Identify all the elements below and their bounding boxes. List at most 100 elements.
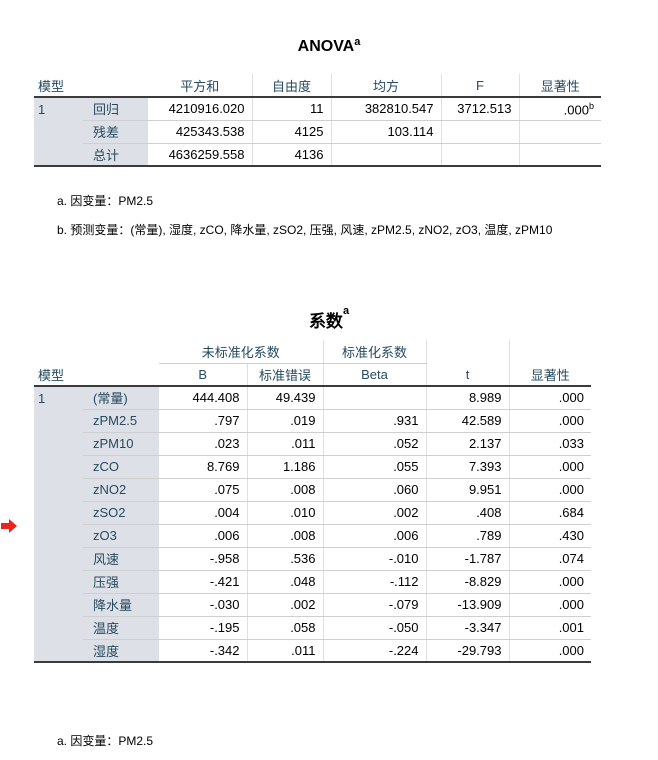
row-label: zCO [83,455,159,479]
row-label: 湿度 [83,639,159,663]
header-ss: 平方和 [148,74,252,98]
coefficients-table: 未标准化系数 标准化系数 模型 B 标准错误 Beta t 显著性 1 (常量) 4… [34,340,591,663]
cell-t: 8.989 [425,386,509,410]
row-label: zSO2 [83,501,159,525]
table-row: zO3.006.008.006.789.430 [34,524,591,548]
cell-se: .011 [246,639,323,663]
cell-beta: -.079 [322,593,426,617]
row-label: zPM10 [83,432,159,456]
cell-beta: .055 [322,455,426,479]
header-t: t [425,363,509,387]
table-row: 风速 -.958.536 -.010 -1.787.074 [34,547,591,571]
cell-sig: .033 [508,432,591,456]
cell-ms: 103.114 [330,120,441,144]
table-row: 1 (常量) 444.408 49.439 8.989.000 [34,386,591,663]
cell-t: 9.951 [425,478,509,502]
header-beta: Beta [322,363,426,387]
cell-df: 4136 [251,143,331,167]
cell-se: 49.439 [246,386,323,410]
anova-footnote-b: b. 预测变量：(常量), 湿度, zCO, 降水量, zSO2, 压强, 风速… [57,223,553,237]
cell-sig [518,143,601,167]
coef-header-row-2: 模型 B 标准错误 Beta t 显著性 [34,363,591,387]
header-b: B [159,363,247,387]
cell-b: .006 [159,524,247,548]
arrow-right-icon [1,519,17,533]
coefficients-footnote-a: a. 因变量：PM2.5 [57,734,154,748]
header-sig: 显著性 [508,363,591,387]
cell-b: -.958 [159,547,247,571]
cell-se: .536 [246,547,323,571]
coef-header-row-1: 未标准化系数 标准化系数 [34,340,591,364]
header-standardized: 标准化系数 [322,340,426,364]
cell-t: 2.137 [425,432,509,456]
cell-beta: .052 [322,432,426,456]
table-row: 湿度 -.342.011 -.224 -29.793.000 [34,639,591,663]
model-number: 1 [34,97,83,167]
cell-sig: .000 [508,409,591,433]
anova-title: ANOVAa [297,36,361,55]
cell-se: .011 [246,432,323,456]
header-f: F [440,74,519,98]
header-ms: 均方 [330,74,441,98]
anova-header-row: 模型 平方和 自由度 均方 F 显著性 [34,74,601,98]
cell-beta [322,386,426,410]
cell-beta: -.112 [322,570,426,594]
cell-t: -8.829 [425,570,509,594]
header-sig: 显著性 [518,74,601,98]
cell-beta: .006 [322,524,426,548]
cell-b: .004 [159,501,247,525]
row-label: zPM2.5 [83,409,159,433]
row-label: 降水量 [83,593,159,617]
cell-se: .010 [246,501,323,525]
cell-b: 444.408 [159,386,247,410]
cell-t: -29.793 [425,639,509,663]
row-label: zO3 [83,524,159,548]
cell-sig [518,120,601,144]
cell-beta: -.010 [322,547,426,571]
cell-b: -.342 [159,639,247,663]
cell-t: .789 [425,524,509,548]
cell-ss: 425343.538 [148,120,252,144]
cell-sig: .001 [508,616,591,640]
row-label: 回归 [83,97,148,121]
cell-sig: .000 [508,593,591,617]
cell-se: .008 [246,524,323,548]
cell-b: .023 [159,432,247,456]
row-label: 总计 [83,143,148,167]
cell-t: -13.909 [425,593,509,617]
cell-sig: .000 [508,478,591,502]
table-row: 残差 425343.538 4125 103.114 [34,120,601,144]
cell-sig: .000b [518,97,601,121]
cell-t: 42.589 [425,409,509,433]
anova-footnote-a: a. 因变量：PM2.5 [57,194,154,208]
cell-f [440,120,519,144]
cell-t: 7.393 [425,455,509,479]
table-row: 温度 -.195.058 -.050 -3.347.001 [34,616,591,640]
cell-t: .408 [425,501,509,525]
cell-ms: 382810.547 [330,97,441,121]
row-label: 残差 [83,120,148,144]
cell-b: -.421 [159,570,247,594]
table-row: zCO 8.769 1.186.055 7.393.000 [34,455,591,479]
cell-b: -.195 [159,616,247,640]
cell-sig: .000 [508,386,591,410]
cell-df: 4125 [251,120,331,144]
anova-table: 模型 平方和 自由度 均方 F 显著性 1 回归 4210916.020 11 … [34,74,601,167]
cell-se: .058 [246,616,323,640]
model-number: 1 [34,386,83,663]
cell-df: 11 [251,97,331,121]
cell-ms [330,143,441,167]
table-row: zPM2.5.797.019.931 42.589.000 [34,409,591,433]
table-row: zSO2.004.010.002.408.684 [34,501,591,525]
table-row: zNO2.075.008.060 9.951.000 [34,478,591,502]
cell-beta: -.050 [322,616,426,640]
cell-b: 8.769 [159,455,247,479]
header-model: 模型 [34,74,148,98]
header-se: 标准错误 [246,363,323,387]
row-label: 风速 [83,547,159,571]
table-row: 降水量 -.030.002 -.079 -13.909.000 [34,593,591,617]
cell-se: .048 [246,570,323,594]
cell-se: .008 [246,478,323,502]
cell-sig: .684 [508,501,591,525]
cell-se: 1.186 [246,455,323,479]
